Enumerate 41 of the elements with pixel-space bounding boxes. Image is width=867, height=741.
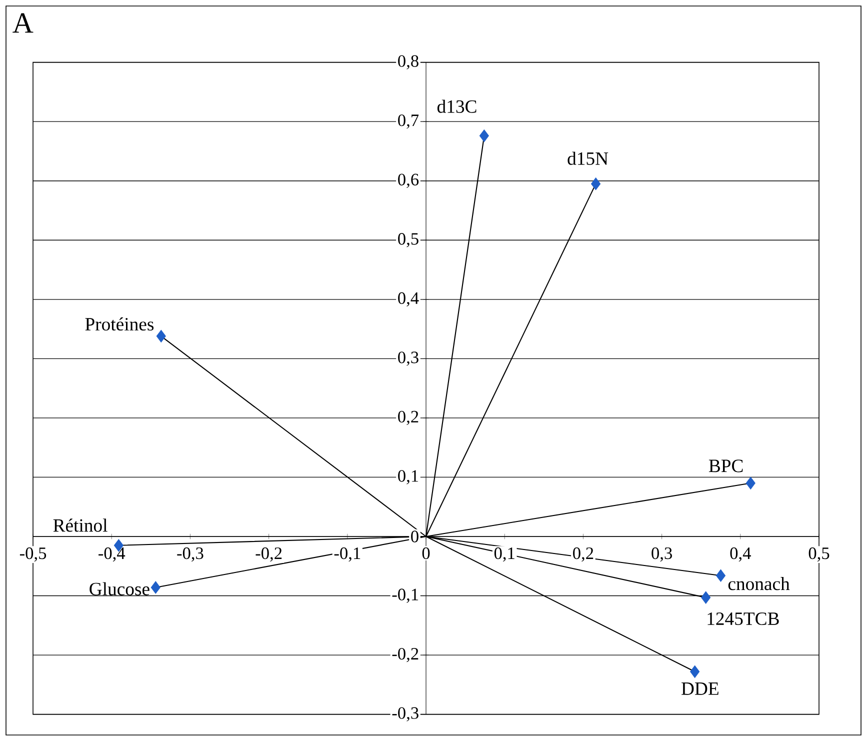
point <box>479 130 489 142</box>
text: A <box>12 13 34 33</box>
annotation: 1245TCB <box>708 612 779 626</box>
point <box>591 178 601 190</box>
x-tick-label: 0 <box>422 547 430 560</box>
point <box>690 665 700 678</box>
point <box>701 591 711 604</box>
x-tick-label: -0,4 <box>98 547 126 562</box>
x-tick-label: 0,2 <box>573 547 594 562</box>
x-tick-label: -0,5 <box>20 547 46 562</box>
annotation: cnonach <box>728 577 790 590</box>
point <box>746 476 756 490</box>
x-tick-label: 0,1 <box>494 547 514 562</box>
x-tick-label: 0,3 <box>652 547 672 562</box>
y-tick-label: 0 <box>411 530 418 542</box>
annotation: DDE <box>682 682 718 695</box>
x-tick-label: 0,4 <box>730 547 751 562</box>
y-tick-label: -0,3 <box>392 707 418 722</box>
annotation: d15N <box>568 152 608 165</box>
x-tick-label: 0,5 <box>808 547 830 562</box>
y-tick-label: 0,3 <box>398 352 418 366</box>
y-tick-label: 0,1 <box>398 470 418 484</box>
x-tick-label: -0,3 <box>177 547 204 562</box>
y-tick-label: 0,4 <box>398 292 419 307</box>
annotation: Protéines <box>85 317 154 331</box>
annotation: Rétinol <box>53 518 108 532</box>
annotation: Glucose <box>90 582 150 596</box>
y-tick-label: -0,2 <box>392 648 418 662</box>
point <box>150 581 160 594</box>
annotation: BPC <box>708 460 743 472</box>
y-tick-label: -0,1 <box>392 588 418 603</box>
point <box>156 330 166 342</box>
y-tick-label: 0,6 <box>398 174 419 188</box>
x-tick-label: -0,2 <box>256 547 282 562</box>
point <box>716 569 726 582</box>
y-tick-label: 0,2 <box>398 410 418 426</box>
y-tick-label: 0,5 <box>398 233 418 248</box>
annotation: d13C <box>437 100 476 113</box>
y-tick-label: 0,8 <box>398 55 418 70</box>
x-tick-label: -0,1 <box>334 547 360 562</box>
y-tick-label: 0,7 <box>398 114 419 129</box>
